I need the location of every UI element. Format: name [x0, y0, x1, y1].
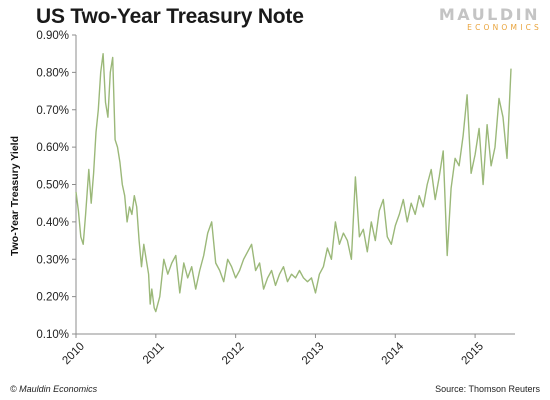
series-line-0 — [75, 53, 512, 313]
x-tick-label: 2015 — [460, 341, 487, 368]
y-tick-label: 0.60% — [36, 142, 69, 154]
x-tick-label: 2014 — [380, 340, 407, 367]
y-tick-label: 0.50% — [36, 180, 69, 192]
axes — [72, 34, 515, 338]
y-tick-label: 0.80% — [36, 67, 69, 79]
brand-subtitle: ECONOMICS — [467, 23, 542, 32]
brand-logo: MAULDIN ECONOMICS — [438, 5, 542, 33]
x-tick-label: 2010 — [60, 341, 87, 368]
brand-name: MAULDIN — [438, 5, 540, 24]
x-tick-label: 2012 — [220, 341, 247, 368]
y-axis-tick-labels: 0.10% 0.20% 0.30% 0.40% 0.50% 0.60% 0.70% 0.80%… — [36, 30, 69, 341]
x-tick-label: 2011 — [141, 341, 167, 367]
x-axis-tick-labels: 2010 2011 2012 2013 2014 2015 — [60, 340, 486, 367]
x-tick-label: 2013 — [300, 341, 327, 368]
copyright-note: © Mauldin Economics — [10, 384, 98, 394]
y-tick-label: 0.10% — [36, 329, 69, 341]
y-tick-label: 0.30% — [36, 254, 69, 266]
y-axis-title: Two-Year Treasury Yield — [9, 136, 21, 256]
y-tick-label: 0.40% — [36, 217, 69, 229]
y-tick-label: 0.70% — [36, 105, 69, 117]
y-tick-label: 0.90% — [36, 30, 69, 42]
y-tick-label: 0.20% — [36, 292, 69, 304]
chart-title: US Two-Year Treasury Note — [36, 5, 304, 28]
series-layer — [75, 53, 512, 313]
source-note: Source: Thomson Reuters — [435, 384, 540, 394]
